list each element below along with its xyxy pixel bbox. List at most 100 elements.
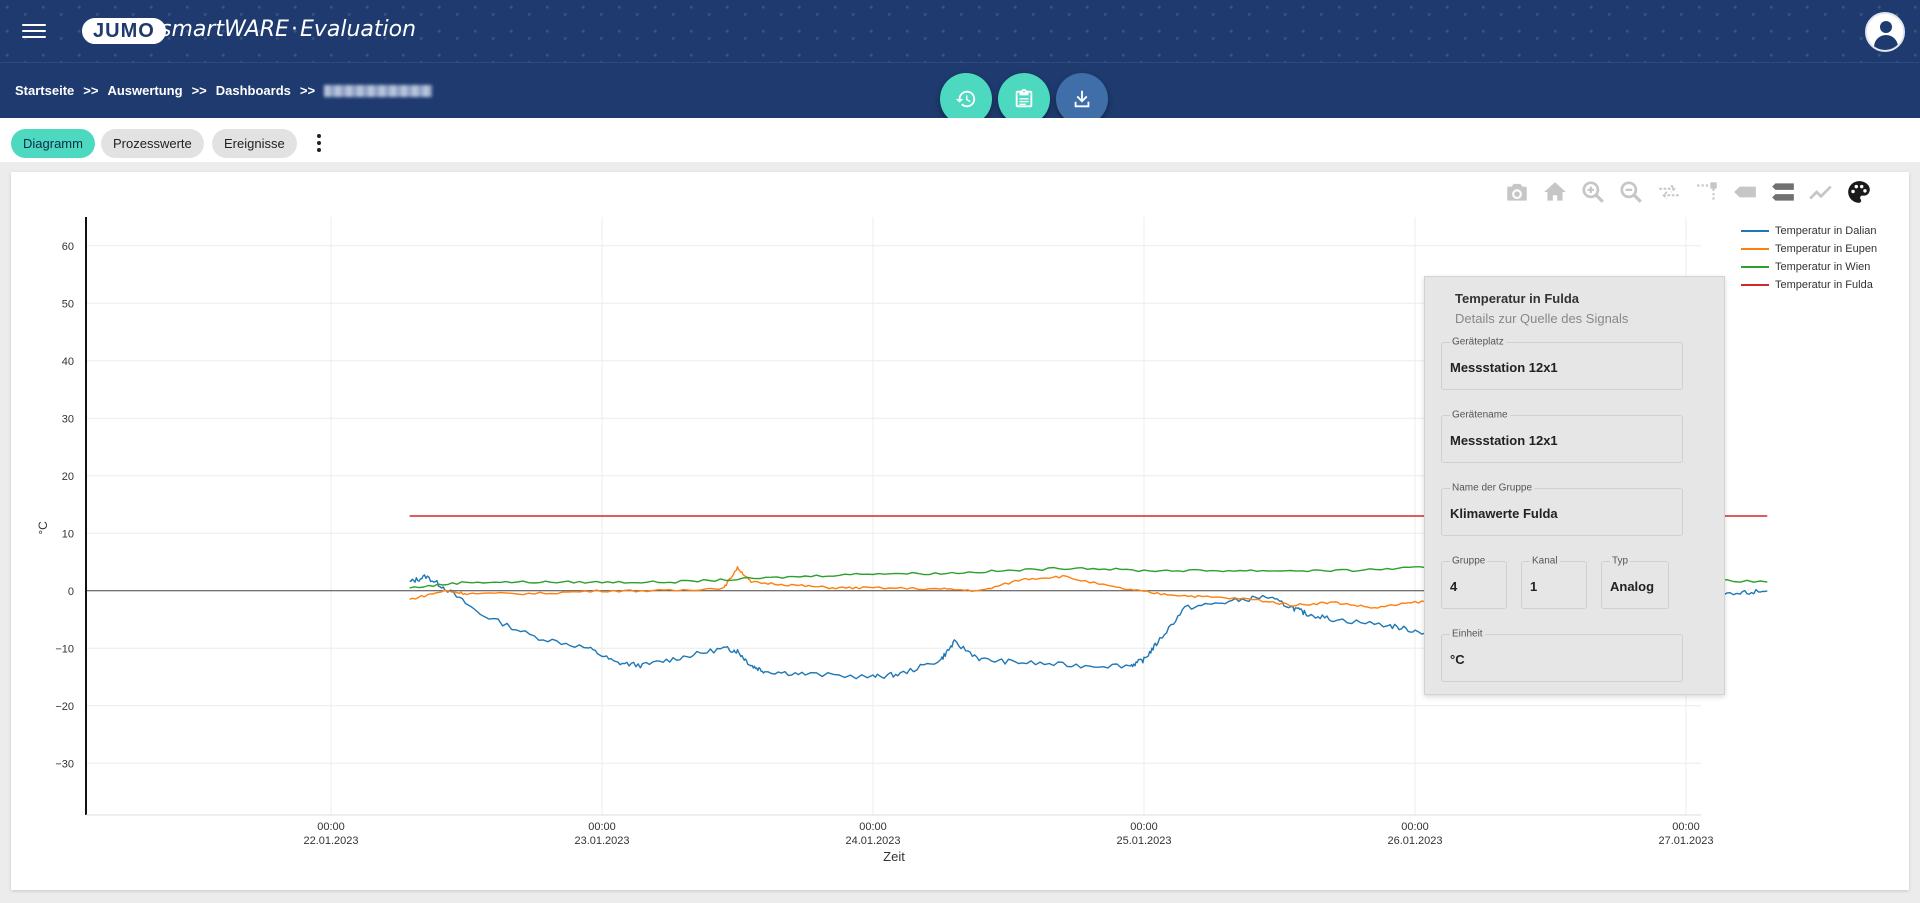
legend-swatch [1741, 230, 1769, 232]
x-tick-label: 00:00 [1672, 821, 1700, 833]
breadcrumb-item-startseite[interactable]: Startseite [15, 83, 75, 98]
y-tick-label: 40 [62, 356, 74, 368]
field-value: Messstation 12x1 [1450, 360, 1558, 375]
legend-swatch [1741, 248, 1769, 250]
field-label: Typ [1610, 555, 1631, 567]
zoom-in-icon[interactable] [1579, 178, 1607, 206]
legend-swatch [1741, 266, 1769, 268]
field-typ: Typ Analog [1601, 555, 1669, 609]
breadcrumb: Startseite >> Auswertung >> Dashboards >… [15, 83, 433, 98]
camera-icon[interactable] [1503, 178, 1531, 206]
pan-icon[interactable] [1655, 178, 1683, 206]
field-label: Name der Gruppe [1450, 482, 1535, 494]
legend-label: Temperatur in Dalian [1775, 225, 1877, 237]
x-tick-label: 23.01.2023 [574, 835, 629, 847]
x-tick-label: 00:00 [859, 821, 887, 833]
y-tick-label: 0 [68, 586, 74, 598]
breadcrumb-separator: >> [191, 83, 207, 98]
legend-label: Temperatur in Eupen [1775, 243, 1878, 255]
spike-lines-icon[interactable] [1807, 178, 1835, 206]
app-title-part2: Evaluation [299, 17, 417, 42]
field-gruppenname: Name der Gruppe Klimawerte Fulda [1441, 482, 1683, 536]
app-title-part1: smartWARE [160, 17, 289, 42]
legend-item-wien[interactable]: Temperatur in Wien [1741, 258, 1877, 276]
x-tick-label: 00:00 [1401, 821, 1429, 833]
x-tick-label: 22.01.2023 [303, 835, 358, 847]
x-tick-label: 26.01.2023 [1387, 835, 1442, 847]
select-icon[interactable] [1693, 178, 1721, 206]
palette-icon[interactable] [1845, 178, 1873, 206]
field-kanal: Kanal 1 [1521, 555, 1587, 609]
field-label: Gruppe [1450, 555, 1488, 567]
breadcrumb-item-dashboards[interactable]: Dashboards [215, 83, 291, 98]
x-tick-label: 00:00 [588, 821, 616, 833]
home-icon[interactable] [1541, 178, 1569, 206]
x-tick-label: 00:00 [317, 821, 345, 833]
tab-prozesswerte[interactable]: Prozesswerte [101, 129, 204, 158]
legend-label: Temperatur in Wien [1775, 261, 1871, 273]
breadcrumb-separator: >> [299, 83, 316, 98]
x-tick-label: 00:00 [1130, 821, 1158, 833]
popup-subtitle: Details zur Quelle des Signals [1455, 311, 1629, 326]
field-geraeteplatz: Geräteplatz Messstation 12x1 [1441, 336, 1683, 390]
clipboard-icon [1015, 88, 1033, 108]
chart-legend: Temperatur in Dalian Temperatur in Eupen… [1741, 222, 1877, 294]
hover-closest-icon[interactable] [1731, 178, 1759, 206]
legend-item-fulda[interactable]: Temperatur in Fulda [1741, 276, 1877, 294]
app-header: JUMO smartWARE·Evaluation [0, 0, 1920, 62]
legend-item-dalian[interactable]: Temperatur in Dalian [1741, 222, 1877, 240]
more-options-icon[interactable] [314, 134, 324, 154]
history-icon [955, 90, 976, 108]
history-button[interactable] [940, 73, 992, 125]
download-icon [1074, 90, 1090, 108]
breadcrumb-item-redacted[interactable] [324, 84, 433, 97]
y-tick-label: 20 [62, 471, 74, 483]
breadcrumb-item-auswertung[interactable]: Auswertung [107, 83, 183, 98]
field-value: 4 [1450, 579, 1458, 594]
field-gruppe: Gruppe 4 [1441, 555, 1507, 609]
x-tick-label: 27.01.2023 [1658, 835, 1713, 847]
field-value: Messstation 12x1 [1450, 433, 1558, 448]
y-tick-label: 50 [62, 298, 74, 310]
legend-item-eupen[interactable]: Temperatur in Eupen [1741, 240, 1877, 258]
jumo-logo: JUMO [82, 18, 166, 44]
field-label: Geräteplatz [1450, 336, 1506, 348]
app-title-sep: · [290, 17, 298, 42]
tab-diagramm[interactable]: Diagramm [11, 129, 95, 158]
breadcrumb-separator: >> [83, 83, 99, 98]
legend-swatch [1741, 284, 1769, 286]
y-tick-label: 30 [62, 413, 74, 425]
y-tick-label: −10 [55, 643, 74, 655]
signal-details-popup: Temperatur in Fulda Details zur Quelle d… [1424, 276, 1725, 695]
zoom-out-icon[interactable] [1617, 178, 1645, 206]
field-value: Analog [1610, 579, 1655, 594]
y-tick-label: −20 [55, 701, 74, 713]
field-geraetename: Gerätename Messstation 12x1 [1441, 409, 1683, 463]
chart-modebar [1503, 178, 1873, 206]
y-tick-label: 60 [62, 241, 74, 253]
x-tick-label: 25.01.2023 [1116, 835, 1171, 847]
tab-ereignisse[interactable]: Ereignisse [212, 129, 297, 158]
y-tick-label: 10 [62, 528, 74, 540]
field-label: Kanal [1530, 555, 1560, 567]
field-einheit: Einheit °C [1441, 628, 1683, 682]
clipboard-button[interactable] [998, 73, 1050, 125]
hamburger-icon[interactable] [22, 20, 46, 42]
hover-compare-icon[interactable] [1769, 178, 1797, 206]
header-texture [0, 0, 1920, 62]
legend-label: Temperatur in Fulda [1775, 279, 1873, 291]
popup-title: Temperatur in Fulda [1455, 291, 1579, 306]
app-title: smartWARE·Evaluation [160, 17, 416, 42]
field-value: 1 [1530, 579, 1538, 594]
y-tick-label: −30 [55, 758, 74, 770]
field-value: Klimawerte Fulda [1450, 506, 1558, 521]
y-axis-title: °C [36, 521, 50, 535]
view-tabs: Diagramm Prozesswerte Ereignisse [0, 118, 1920, 162]
user-icon[interactable] [1865, 12, 1905, 52]
download-button[interactable] [1056, 73, 1108, 125]
field-value: °C [1450, 652, 1465, 667]
x-axis-title: Zeit [883, 849, 905, 864]
field-label: Gerätename [1450, 409, 1510, 421]
field-label: Einheit [1450, 628, 1485, 640]
x-tick-label: 24.01.2023 [845, 835, 900, 847]
